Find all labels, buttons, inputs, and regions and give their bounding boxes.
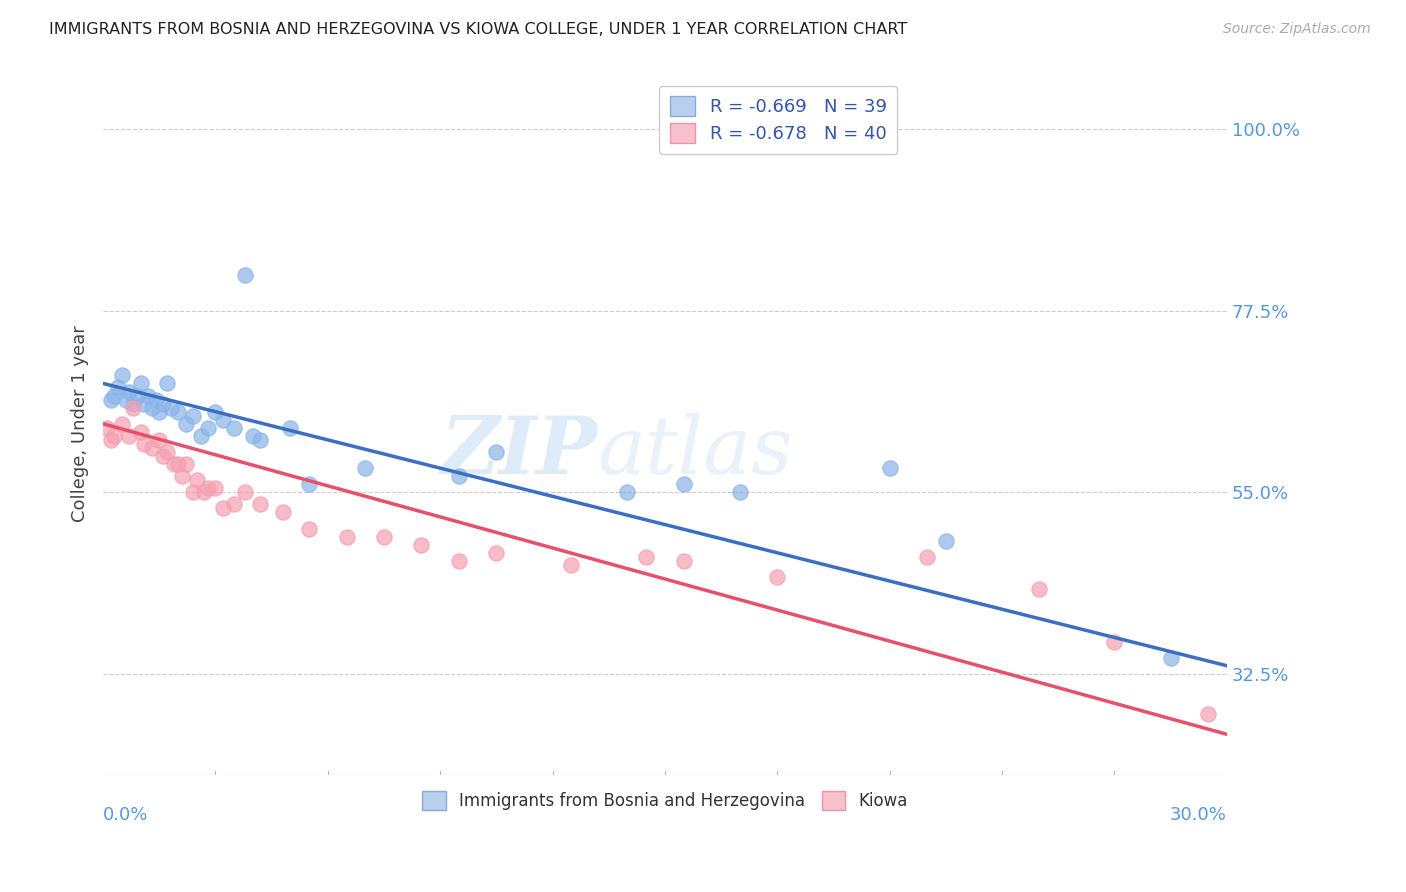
Point (249, 433, 271, 447)
Point (298, 522, 321, 536)
Point (129, 376, 152, 391)
Point (136, 388, 159, 402)
Point (100, 392, 122, 407)
Point (197, 421, 219, 435)
Point (111, 417, 134, 431)
Point (148, 433, 170, 447)
Text: IMMIGRANTS FROM BOSNIA AND HERZEGOVINA VS KIOWA COLLEGE, UNDER 1 YEAR CORRELATIO: IMMIGRANTS FROM BOSNIA AND HERZEGOVINA V… (49, 22, 907, 37)
Point (271, 506, 294, 520)
Text: 30.0%: 30.0% (1170, 806, 1227, 824)
Y-axis label: College, Under 1 year: College, Under 1 year (72, 326, 89, 522)
Point (152, 396, 174, 410)
Point (156, 445, 179, 459)
Point (190, 429, 212, 443)
Point (249, 497, 271, 511)
Point (163, 457, 186, 471)
Point (1104, 634, 1126, 648)
Point (103, 429, 125, 443)
Point (1160, 650, 1182, 665)
Point (204, 405, 226, 419)
Point (145, 392, 167, 407)
Point (636, 549, 658, 564)
Point (280, 421, 302, 435)
Point (242, 429, 264, 443)
Point (111, 368, 134, 383)
Point (766, 570, 789, 584)
Point (672, 554, 695, 568)
Point (373, 530, 395, 544)
Point (447, 554, 470, 568)
Point (156, 376, 179, 391)
Point (336, 530, 359, 544)
Point (122, 401, 145, 415)
Point (728, 485, 751, 500)
Point (134, 396, 156, 410)
Point (134, 437, 156, 451)
Point (141, 441, 163, 455)
Point (485, 546, 508, 560)
Point (96, 421, 118, 435)
Point (107, 380, 129, 394)
Point (672, 477, 695, 491)
Text: atlas: atlas (598, 413, 793, 491)
Point (485, 445, 508, 459)
Point (118, 384, 141, 399)
Point (879, 461, 901, 475)
Point (354, 461, 377, 475)
Point (298, 477, 321, 491)
Point (103, 388, 125, 402)
Point (1197, 707, 1219, 722)
Point (224, 421, 246, 435)
Point (235, 485, 257, 500)
Point (122, 396, 145, 410)
Point (411, 538, 433, 552)
Text: ZIP: ZIP (440, 413, 598, 491)
Point (125, 388, 148, 402)
Point (118, 429, 141, 443)
Point (167, 405, 190, 419)
Point (560, 558, 582, 572)
Text: Source: ZipAtlas.com: Source: ZipAtlas.com (1223, 22, 1371, 37)
Point (148, 405, 170, 419)
Point (935, 533, 957, 548)
Legend: Immigrants from Bosnia and Herzegovina, Kiowa: Immigrants from Bosnia and Herzegovina, … (416, 785, 914, 817)
Point (170, 469, 193, 483)
Point (129, 425, 152, 439)
Point (204, 481, 226, 495)
Point (114, 392, 136, 407)
Point (181, 409, 204, 423)
Text: 0.0%: 0.0% (103, 806, 149, 824)
Point (197, 481, 219, 495)
Point (224, 497, 246, 511)
Point (447, 469, 470, 483)
Point (141, 401, 163, 415)
Point (174, 417, 197, 431)
Point (167, 457, 190, 471)
Point (193, 485, 215, 500)
Point (186, 473, 208, 487)
Point (616, 485, 638, 500)
Point (235, 268, 257, 282)
Point (181, 485, 204, 500)
Point (159, 401, 181, 415)
Point (915, 549, 938, 564)
Point (212, 413, 235, 427)
Point (174, 457, 197, 471)
Point (212, 501, 235, 516)
Point (152, 449, 174, 463)
Point (1028, 582, 1050, 596)
Point (100, 433, 122, 447)
